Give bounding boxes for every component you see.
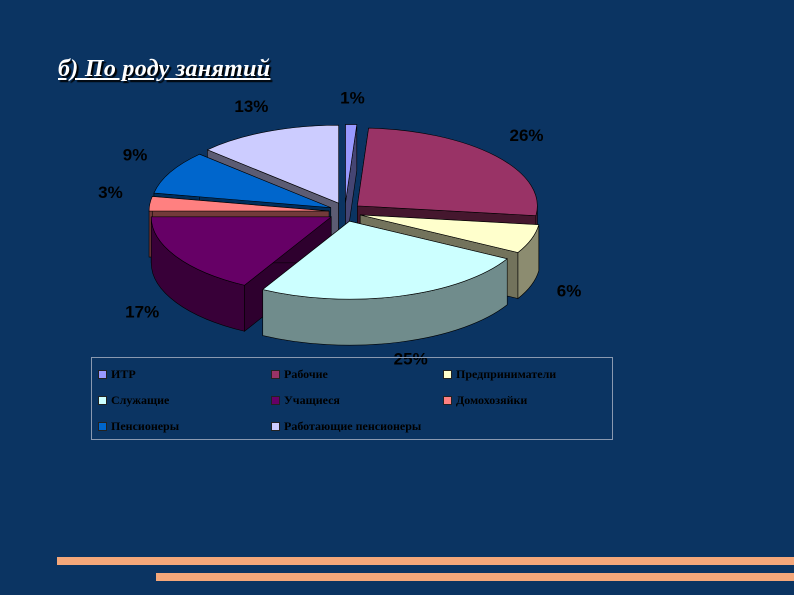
legend-label: Работающие пенсионеры: [284, 419, 422, 433]
legend-swatch: [271, 421, 280, 431]
legend-item-2: Рабочие: [271, 366, 328, 382]
legend-item-3: Предприниматели: [443, 366, 556, 382]
legend-item-5: Учащиеся: [271, 392, 340, 408]
legend-swatch: [443, 369, 452, 379]
legend-swatch: [98, 395, 107, 405]
pie-slices: [148, 124, 540, 346]
pie-data-labels: 1% 26% 6% 25% 17% 3%9% 13%: [98, 88, 581, 368]
legend-label: Пенсионеры: [111, 419, 180, 433]
legend-swatch: [271, 369, 280, 379]
decorative-bar-top: [57, 557, 794, 565]
slice-label-7: 9%: [123, 145, 148, 164]
legend-item-6: Домохозяйки: [443, 392, 527, 408]
legend-item-1: ИТР: [98, 366, 136, 382]
slice-label-3: 6%: [557, 281, 582, 300]
slice-label-6: 3%: [98, 183, 123, 202]
slice-label-8: 13%: [234, 97, 268, 116]
chart-legend: ИТР Рабочие Предприниматели Служащие Учащиес…: [91, 357, 613, 440]
legend-label: Служащие: [111, 393, 170, 407]
slice-label-2: 26%: [509, 126, 543, 145]
legend-swatch: [443, 395, 452, 405]
slice-label-1: 1%: [340, 88, 365, 107]
legend-label: Рабочие: [284, 367, 328, 381]
legend-item-4: Служащие: [98, 392, 169, 408]
pie-slice-1: [345, 124, 358, 249]
legend-swatch: [271, 395, 280, 405]
legend-swatch: [98, 369, 107, 379]
legend-label: Предприниматели: [456, 367, 557, 381]
decorative-bar-bottom: [156, 573, 794, 581]
legend-label: Домохозяйки: [456, 393, 528, 407]
legend-swatch: [98, 421, 107, 431]
slide-title: б) По роду занятий: [58, 56, 271, 82]
pie-slice-4: [262, 220, 508, 346]
legend-label: ИТР: [111, 367, 136, 381]
slice-label-5: 17%: [125, 302, 159, 321]
legend-label: Учащиеся: [284, 393, 340, 407]
legend-item-8: Работающие пенсионеры: [271, 418, 421, 434]
slice-label-4: 25%: [394, 350, 428, 369]
legend-item-7: Пенсионеры: [98, 418, 179, 434]
